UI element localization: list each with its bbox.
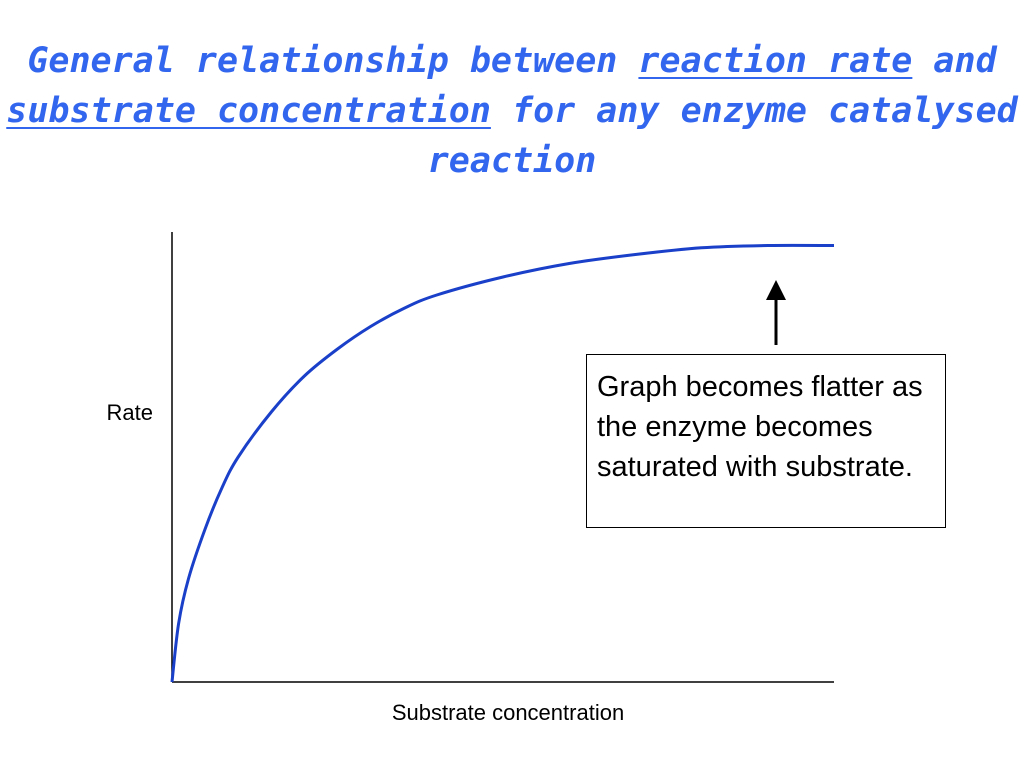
annotation-arrow	[766, 280, 786, 345]
title-term-substrate-concentration: substrate concentration	[6, 91, 491, 131]
page-title: General relationship between reaction ra…	[6, 41, 1018, 181]
x-axis-label: Substrate concentration	[392, 700, 624, 725]
saturation-callout: Graph becomes flatter as the enzyme beco…	[586, 354, 946, 528]
y-axis-label: Rate	[107, 400, 153, 425]
rate-curve	[170, 243, 835, 683]
title-term-reaction-rate: reaction rate	[638, 41, 913, 81]
